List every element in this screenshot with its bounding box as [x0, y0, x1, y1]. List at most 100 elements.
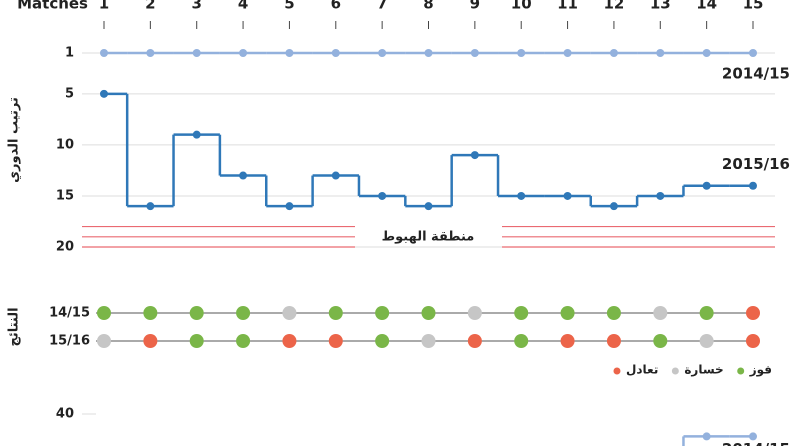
x-axis-title: Matches: [17, 0, 88, 13]
y-tick-label: 10: [56, 137, 74, 152]
point: [239, 171, 248, 180]
point: [378, 191, 387, 200]
result-dot: [467, 306, 482, 320]
point: [517, 49, 526, 57]
y-tick-label: 40: [56, 407, 74, 422]
point: [470, 151, 479, 160]
result-dot: [375, 306, 390, 320]
result-dot: [97, 306, 111, 320]
result-dot: [421, 334, 436, 348]
result-dot: [606, 306, 621, 320]
x-tick-label: 5: [284, 0, 294, 13]
x-tick-label: 12: [603, 0, 624, 13]
result-dot: [699, 334, 714, 348]
y-tick-label: 15: [56, 188, 74, 203]
result-dot: [282, 334, 297, 348]
result-dot: [375, 334, 390, 348]
x-tick-label: 9: [470, 0, 480, 13]
result-dot: [653, 306, 668, 320]
result-dot: [421, 306, 436, 320]
point: [285, 202, 294, 211]
point: [146, 202, 155, 211]
point: [609, 49, 618, 57]
point: [517, 191, 526, 200]
x-tick-label: 7: [377, 0, 387, 13]
series-label: 2014/15: [722, 65, 790, 83]
point: [656, 49, 665, 57]
point: [100, 49, 108, 57]
result-dot: [189, 306, 204, 320]
point: [192, 49, 201, 57]
result-dot: [236, 334, 251, 348]
result-dot: [143, 334, 158, 348]
x-tick-label: 8: [423, 0, 433, 13]
point: [470, 49, 479, 57]
legend-label: تعادل: [626, 363, 658, 377]
result-dot: [560, 334, 575, 348]
result-dot: [328, 306, 343, 320]
relegation-label: منطقة الهبوط: [382, 229, 475, 244]
point: [749, 432, 757, 441]
point: [563, 191, 572, 200]
series-label: 2015/16: [722, 155, 790, 173]
x-tick-label: 13: [650, 0, 671, 13]
result-dot: [606, 334, 621, 348]
y-axis-title: ترتيب الدوري: [7, 97, 22, 183]
point: [702, 49, 711, 57]
point: [749, 49, 757, 57]
series-label: 2014/15: [722, 440, 790, 446]
result-dot: [746, 306, 760, 320]
point: [192, 130, 201, 139]
point: [424, 49, 433, 57]
x-tick-label: 4: [238, 0, 248, 13]
result-dot: [467, 334, 482, 348]
x-tick-label: 3: [191, 0, 201, 13]
point: [563, 49, 572, 57]
result-dot: [328, 334, 343, 348]
y-axis-title: النتائج: [7, 307, 22, 346]
point: [239, 49, 248, 57]
y-tick-label: 20: [56, 240, 74, 255]
result-dot: [514, 334, 529, 348]
legend-swatch: [671, 367, 679, 375]
row-label: 14/15: [49, 306, 90, 321]
point: [749, 181, 757, 190]
x-tick-label: 14: [696, 0, 717, 13]
result-dot: [746, 334, 760, 348]
row-label: 15/16: [49, 334, 90, 349]
y-tick-label: 1: [65, 46, 74, 61]
point: [609, 202, 618, 211]
y-tick-label: 5: [65, 86, 74, 101]
point: [331, 171, 340, 180]
result-dot: [653, 334, 668, 348]
point: [424, 202, 433, 211]
x-tick-label: 11: [557, 0, 578, 13]
result-dot: [97, 334, 111, 348]
x-tick-label: 10: [511, 0, 532, 13]
x-tick-label: 1: [99, 0, 109, 13]
result-dot: [189, 334, 204, 348]
point: [100, 89, 108, 98]
point: [285, 49, 294, 57]
x-tick-label: 6: [331, 0, 341, 13]
point: [702, 181, 711, 190]
result-dot: [699, 306, 714, 320]
legend-label: خسارة: [684, 363, 723, 377]
point: [331, 49, 340, 57]
result-dot: [143, 306, 158, 320]
point: [656, 191, 665, 200]
x-tick-label: 15: [743, 0, 764, 13]
point: [378, 49, 387, 57]
point: [146, 49, 155, 57]
result-dot: [560, 306, 575, 320]
legend-swatch: [613, 367, 621, 375]
legend-label: فوز: [749, 363, 772, 378]
x-tick-label: 2: [145, 0, 155, 13]
result-dot: [514, 306, 529, 320]
result-dot: [236, 306, 251, 320]
result-dot: [282, 306, 297, 320]
legend-swatch: [737, 367, 745, 375]
point: [702, 432, 711, 441]
